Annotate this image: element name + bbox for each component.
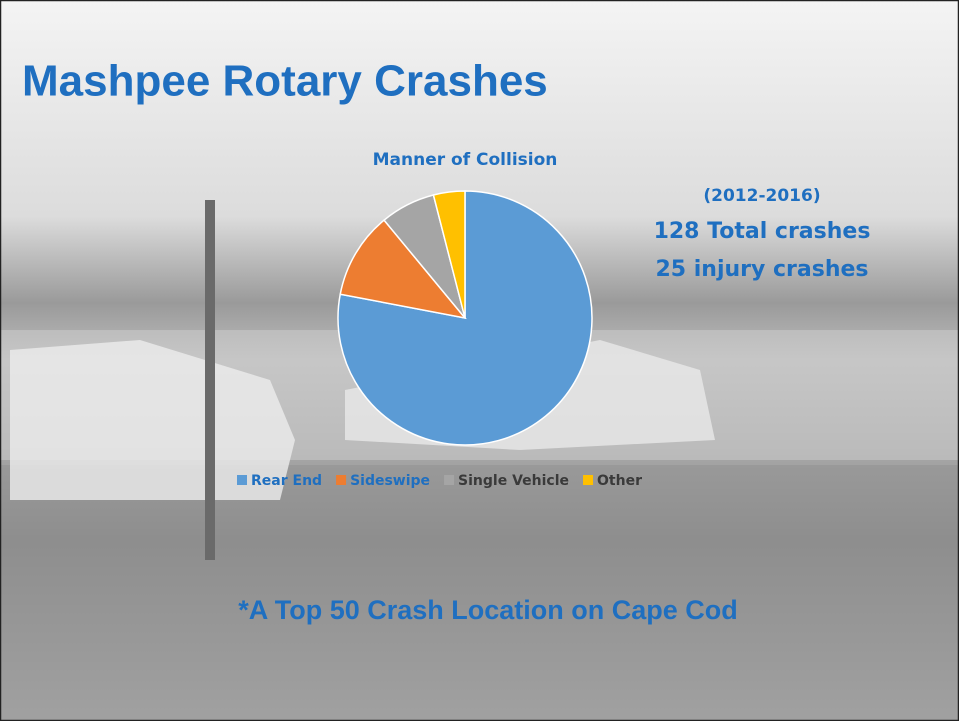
annotation: 128 Total crashes xyxy=(654,219,871,244)
legend-swatch xyxy=(336,475,346,485)
sign-post xyxy=(205,200,215,560)
legend-swatch xyxy=(583,475,593,485)
legend-label: Rear End xyxy=(251,473,322,489)
legend-label: Single Vehicle xyxy=(458,473,569,489)
chart-title: Manner of Collision xyxy=(373,150,558,170)
legend-swatch xyxy=(444,475,454,485)
slide-title: Mashpee Rotary Crashes xyxy=(22,57,548,106)
annotation: (2012-2016) xyxy=(703,186,820,206)
legend-label: Other xyxy=(597,473,642,489)
footnote: *A Top 50 Crash Location on Cape Cod xyxy=(238,595,738,625)
legend-swatch xyxy=(237,475,247,485)
annotation: 25 injury crashes xyxy=(655,257,868,282)
grass xyxy=(0,465,959,721)
slide: Mashpee Rotary Crashes Manner of Collisi… xyxy=(0,0,959,721)
legend-label: Sideswipe xyxy=(350,473,430,489)
